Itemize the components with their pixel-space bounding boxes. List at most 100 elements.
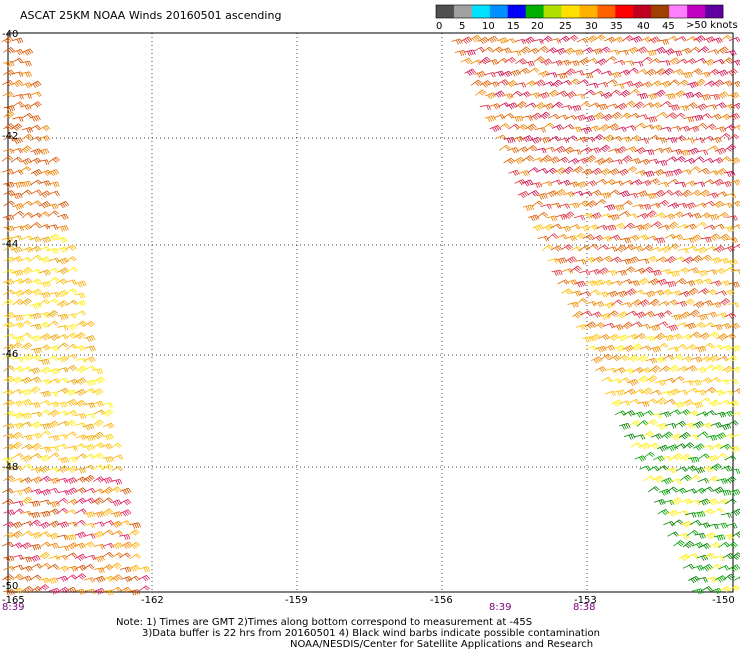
wind-barb xyxy=(2,464,14,471)
time-labels: 8:39 8:39 8:38 xyxy=(2,602,595,613)
wind-barb xyxy=(84,554,97,561)
wind-barb xyxy=(533,79,546,87)
wind-barb xyxy=(29,222,41,229)
wind-barb xyxy=(689,499,701,506)
wind-barb xyxy=(38,465,50,474)
wind-barb xyxy=(38,454,51,462)
wind-barb xyxy=(29,544,41,551)
wind-barb xyxy=(623,222,635,230)
wind-barb xyxy=(690,356,703,363)
wind-barb xyxy=(564,91,577,99)
wind-barb xyxy=(92,419,104,428)
wind-barb xyxy=(610,136,623,142)
wind-barb xyxy=(56,377,69,383)
wind-barb xyxy=(2,498,14,506)
wind-barb xyxy=(727,134,740,141)
wind-barb xyxy=(91,368,104,375)
wind-barb xyxy=(667,221,679,230)
wind-barb xyxy=(73,345,86,352)
wind-barb xyxy=(731,411,740,418)
wind-barb xyxy=(573,232,586,240)
wind-barb xyxy=(579,291,592,297)
wind-barb xyxy=(677,79,689,87)
wind-barb xyxy=(93,575,106,583)
wind-barb xyxy=(3,531,15,539)
wind-barb xyxy=(538,111,551,120)
wind-barb xyxy=(47,320,59,328)
wind-barb xyxy=(3,410,16,417)
wind-barb xyxy=(21,246,34,253)
wind-barb xyxy=(699,212,711,219)
wind-barb xyxy=(512,115,524,122)
wind-barb xyxy=(567,158,580,165)
wind-barb xyxy=(585,200,597,208)
wind-barb xyxy=(714,126,727,133)
wind-barb xyxy=(521,115,533,121)
wind-barb xyxy=(686,553,699,559)
wind-barb xyxy=(730,366,740,373)
wind-barb xyxy=(3,268,16,275)
wind-barb xyxy=(698,453,710,460)
wind-barb xyxy=(572,166,584,174)
wind-barb xyxy=(39,333,52,341)
wind-barb xyxy=(698,189,711,198)
wind-barb xyxy=(705,246,717,252)
wind-barb xyxy=(574,93,586,100)
legend-tick-label: 30 xyxy=(585,21,598,32)
wind-barb xyxy=(722,226,734,233)
wind-barb xyxy=(12,225,25,232)
wind-barb xyxy=(582,47,594,54)
wind-barb xyxy=(712,364,724,372)
wind-barb xyxy=(639,179,652,187)
wind-barb xyxy=(525,123,537,132)
wind-barb xyxy=(667,346,680,353)
wind-barb xyxy=(655,137,668,144)
wind-barb xyxy=(47,420,59,428)
legend-tick-label: 25 xyxy=(559,21,572,32)
wind-barb xyxy=(74,531,87,539)
wind-barb xyxy=(634,311,646,319)
wind-barb xyxy=(120,576,133,583)
wind-barb xyxy=(21,530,33,537)
wind-barb xyxy=(689,234,702,242)
wind-barb xyxy=(671,453,683,461)
wind-barb xyxy=(570,149,582,155)
wind-barb xyxy=(638,158,651,166)
wind-barb xyxy=(618,377,630,383)
wind-barb xyxy=(726,259,738,266)
wind-barb xyxy=(589,333,601,342)
wind-barb xyxy=(643,149,655,156)
wind-barb xyxy=(604,204,616,211)
wind-barb xyxy=(507,147,519,154)
wind-barb xyxy=(675,487,687,494)
wind-barb xyxy=(678,432,691,440)
wind-barb xyxy=(83,335,96,343)
wind-barb xyxy=(29,386,41,394)
wind-barb xyxy=(21,585,34,594)
wind-barb xyxy=(657,199,669,207)
wind-barb xyxy=(92,442,105,449)
wind-barb xyxy=(56,236,68,243)
wind-barb xyxy=(39,269,51,276)
wind-barb xyxy=(20,486,33,494)
wind-barb xyxy=(611,324,624,331)
wind-barb xyxy=(47,210,60,217)
wind-barb xyxy=(74,589,86,595)
wind-barb xyxy=(733,434,740,437)
wind-barb xyxy=(710,563,722,571)
time-label-west: 8:39 xyxy=(2,602,24,613)
wind-barb xyxy=(55,443,68,450)
wind-barb xyxy=(625,166,638,173)
wind-barb xyxy=(541,244,554,252)
wind-barb xyxy=(676,58,688,65)
wind-barb xyxy=(641,410,654,416)
wind-barb xyxy=(38,256,51,264)
wind-barb xyxy=(653,332,666,341)
legend-swatch xyxy=(579,5,598,18)
wind-barb xyxy=(701,564,714,572)
wind-barb xyxy=(556,90,568,97)
wind-barb xyxy=(618,89,631,98)
wind-barb xyxy=(640,56,653,63)
wind-barb xyxy=(39,409,51,417)
wind-barb xyxy=(688,456,700,463)
